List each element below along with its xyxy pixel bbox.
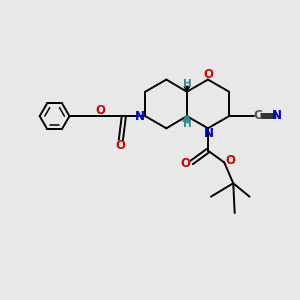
Text: H: H xyxy=(183,79,192,89)
Text: N: N xyxy=(204,127,214,140)
Text: O: O xyxy=(181,157,191,169)
Text: O: O xyxy=(116,139,126,152)
Text: C: C xyxy=(253,109,262,122)
Text: O: O xyxy=(225,154,235,167)
Text: O: O xyxy=(203,68,213,81)
Text: N: N xyxy=(272,109,282,122)
Polygon shape xyxy=(184,86,190,92)
Text: H: H xyxy=(183,119,192,129)
Text: O: O xyxy=(96,104,106,117)
Text: N: N xyxy=(135,110,145,123)
